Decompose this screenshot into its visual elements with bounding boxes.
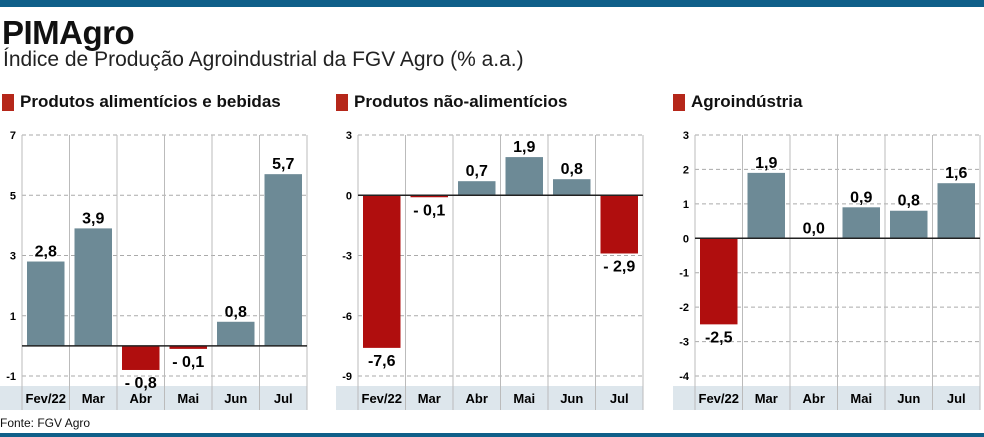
bar-Fev/22	[363, 195, 401, 348]
bar-Jul	[600, 195, 638, 254]
data-label: - 0,8	[125, 375, 157, 392]
data-label: -7,6	[368, 353, 396, 370]
data-label: 3,9	[82, 210, 104, 227]
y-tick-label: -3	[342, 251, 352, 263]
x-tick-label: Jun	[897, 391, 920, 406]
x-tick-label: Jul	[947, 391, 966, 406]
top-bar	[0, 0, 984, 7]
bottom-bar	[0, 433, 984, 437]
category-band	[0, 386, 307, 410]
x-tick-label: Fev/22	[362, 391, 402, 406]
x-tick-label: Abr	[130, 391, 152, 406]
category-band	[336, 386, 643, 410]
y-tick-label: -1	[679, 268, 689, 280]
x-tick-label: Mar	[755, 391, 778, 406]
y-tick-label: -9	[342, 371, 352, 383]
y-tick-label: 1	[683, 199, 689, 211]
y-tick-label: 5	[10, 190, 16, 202]
bar-Mar	[74, 228, 112, 346]
panel-title-2: Produtos não-alimentícios	[336, 92, 567, 112]
bar-Mai	[169, 345, 207, 349]
legend-square-icon	[336, 93, 348, 111]
x-tick-label: Fev/22	[26, 391, 66, 406]
y-tick-label: -4	[679, 371, 690, 383]
source-note: Fonte: FGV Agro	[0, 416, 91, 430]
x-tick-label: Mar	[82, 391, 105, 406]
bar-Jul	[937, 183, 975, 239]
y-tick-label: -6	[342, 311, 352, 323]
panel-title-3: Agroindústria	[673, 92, 802, 112]
bar-Abr	[122, 345, 160, 370]
bar-Mai	[842, 207, 880, 239]
x-tick-label: Jun	[560, 391, 583, 406]
category-band	[673, 386, 980, 410]
data-label: 1,9	[513, 139, 535, 156]
panel-title-1: Produtos alimentícios e bebidas	[2, 92, 281, 112]
bar-Fev/22	[700, 238, 738, 325]
bar-Fev/22	[27, 261, 65, 346]
bar-Abr	[458, 181, 496, 196]
bar-Jun	[553, 179, 591, 196]
data-label: 1,9	[755, 155, 777, 172]
y-tick-label: 7	[10, 130, 16, 142]
y-tick-label: 0	[346, 190, 352, 202]
x-tick-label: Jun	[224, 391, 247, 406]
y-tick-label: -2	[679, 302, 689, 314]
legend-square-icon	[673, 93, 685, 111]
data-label: 0,0	[803, 220, 825, 237]
data-label: 0,8	[898, 193, 920, 210]
y-tick-label: 3	[683, 130, 689, 142]
panel-title-text: Produtos não-alimentícios	[354, 92, 568, 111]
x-tick-label: Jul	[274, 391, 293, 406]
bar-Jun	[890, 210, 928, 239]
y-tick-label: 3	[346, 130, 352, 142]
y-tick-label: 2	[683, 164, 689, 176]
x-tick-label: Abr	[803, 391, 825, 406]
x-tick-label: Mai	[177, 391, 199, 406]
bar-Mai	[505, 157, 543, 196]
x-tick-label: Fev/22	[699, 391, 739, 406]
y-tick-label: -3	[679, 337, 689, 349]
x-tick-label: Mai	[850, 391, 872, 406]
x-tick-label: Mai	[513, 391, 535, 406]
bar-Jul	[264, 174, 302, 346]
y-tick-label: 0	[683, 233, 689, 245]
x-tick-label: Jul	[610, 391, 629, 406]
y-tick-label: 3	[10, 251, 16, 263]
data-label: 2,8	[35, 244, 57, 261]
data-label: 0,9	[850, 189, 872, 206]
x-tick-label: Mar	[418, 391, 441, 406]
legend-square-icon	[2, 93, 14, 111]
data-label: 0,7	[466, 163, 488, 180]
panel-title-text: Produtos alimentícios e bebidas	[20, 92, 281, 111]
data-label: -2,5	[705, 329, 733, 346]
page-title: PIMAgro	[2, 14, 135, 51]
data-label: 0,8	[561, 161, 583, 178]
page-subtitle: Índice de Produção Agroindustrial da FGV…	[3, 48, 524, 71]
panel-title-text: Agroindústria	[691, 92, 803, 111]
bar-Mar	[410, 195, 448, 198]
y-tick-label: -1	[6, 371, 16, 383]
data-label: 1,6	[945, 165, 967, 182]
bar-Mar	[747, 172, 785, 239]
bar-Jun	[217, 321, 255, 346]
x-tick-label: Abr	[466, 391, 488, 406]
data-label: - 0,1	[413, 202, 445, 219]
data-label: 5,7	[272, 156, 294, 173]
data-label: 0,8	[225, 304, 247, 321]
data-label: - 0,1	[172, 354, 204, 371]
y-tick-label: 1	[10, 311, 16, 323]
data-label: - 2,9	[603, 258, 635, 275]
